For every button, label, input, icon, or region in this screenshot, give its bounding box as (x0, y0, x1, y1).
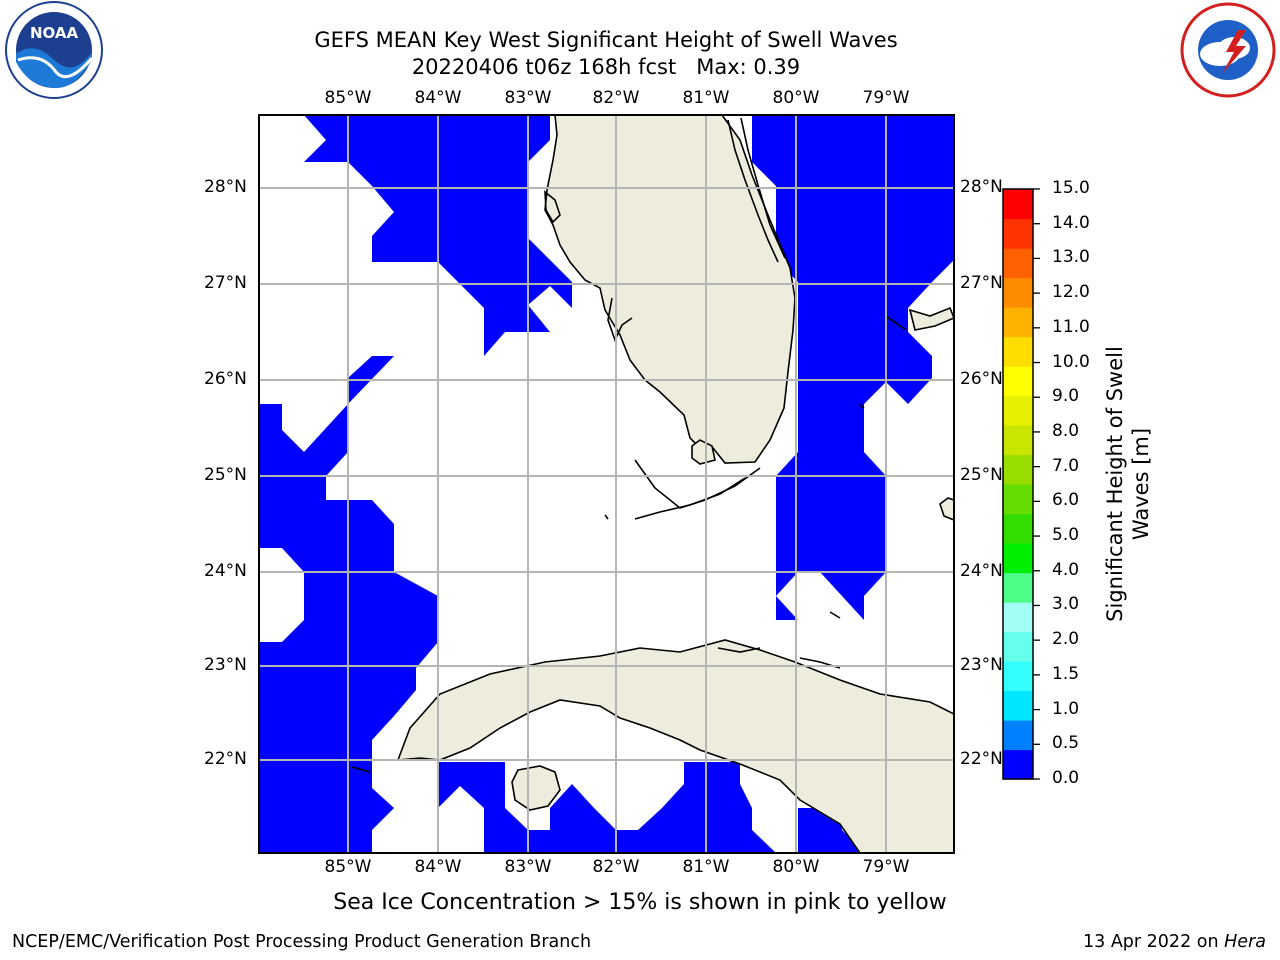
footer-right: 13 Apr 2022 on Hera (1083, 932, 1266, 952)
colorbar-swatch (1003, 572, 1033, 603)
footer-system: Hera (1224, 932, 1266, 952)
map-frame (258, 114, 955, 854)
noaa-logo-text: NOAA (30, 24, 79, 42)
lon-label: 84°W (414, 88, 462, 108)
isla-juventud-land (511, 765, 561, 811)
colorbar-swatch (1003, 454, 1033, 485)
lat-label: 28°N (960, 177, 1003, 197)
colorbar-tick-label: 7.0 (1052, 455, 1080, 476)
lat-label: 23°N (960, 655, 1003, 675)
colorbar-swatch (1003, 484, 1033, 515)
lat-label: 27°N (204, 273, 247, 293)
nws-logo-icon (1180, 2, 1276, 98)
lon-label: 82°W (592, 857, 640, 877)
colorbar-swatch (1003, 690, 1033, 721)
lon-label: 81°W (682, 88, 730, 108)
lat-label: 22°N (960, 749, 1003, 769)
colorbar-swatch (1003, 248, 1033, 279)
colorbar-swatch (1003, 366, 1033, 397)
colorbar-swatch (1003, 543, 1033, 574)
lon-label: 81°W (682, 857, 730, 877)
colorbar-tick-label: 0.0 (1052, 768, 1080, 788)
colorbar-tick-label: 3.0 (1052, 594, 1080, 615)
swell-area-southeast (798, 808, 864, 853)
colorbar-swatch (1003, 425, 1033, 456)
lon-label: 80°W (772, 857, 820, 877)
lat-label: 26°N (204, 369, 247, 389)
lon-label: 84°W (414, 857, 462, 877)
colorbar-tick-label: 10.0 (1052, 351, 1090, 372)
noaa-logo-icon: NOAA (5, 1, 103, 99)
colorbar-tick-label: 14.0 (1052, 212, 1090, 233)
colorbar-tick-label: 15.0 (1052, 178, 1090, 198)
lat-label: 28°N (204, 177, 247, 197)
colorbar-tick-label: 6.0 (1052, 490, 1080, 511)
coastline-details (351, 117, 907, 773)
lon-label: 85°W (324, 857, 372, 877)
colorbar-swatch (1003, 631, 1033, 662)
lat-label: 24°N (204, 561, 247, 581)
colorbar-swatch (1003, 307, 1033, 338)
footer-left: NCEP/EMC/Verification Post Processing Pr… (12, 932, 592, 952)
colorbar-tick-label: 0.5 (1052, 733, 1080, 754)
colorbar-tick-label: 2.0 (1052, 629, 1080, 650)
swell-area-atlantic (752, 115, 954, 620)
lon-label: 79°W (862, 857, 910, 877)
footer-date: 13 Apr 2022 on (1083, 932, 1225, 952)
lat-label: 25°N (204, 465, 247, 485)
colorbar-tick-label: 12.0 (1052, 282, 1090, 303)
colorbar (1002, 188, 1040, 780)
lon-label: 80°W (772, 88, 820, 108)
colorbar-tick-label: 8.0 (1052, 420, 1080, 441)
swell-area-south (438, 762, 776, 853)
colorbar-tick-label: 11.0 (1052, 316, 1090, 337)
lon-label: 82°W (592, 88, 640, 108)
lat-label: 26°N (960, 369, 1003, 389)
lon-label: 83°W (504, 857, 552, 877)
lat-label: 22°N (204, 749, 247, 769)
lon-label: 83°W (504, 88, 552, 108)
colorbar-tick-label: 5.0 (1052, 525, 1080, 546)
colorbar-swatch (1003, 513, 1033, 544)
colorbar-tick-label: 1.5 (1052, 663, 1080, 684)
lat-label: 23°N (204, 655, 247, 675)
colorbar-swatch (1003, 661, 1033, 692)
colorbar-tick-label: 1.0 (1052, 698, 1080, 719)
sea-ice-note: Sea Ice Concentration > 15% is shown in … (0, 890, 1280, 915)
colorbar-tick-label: 4.0 (1052, 559, 1080, 580)
colorbar-swatch (1003, 720, 1033, 751)
lat-label: 24°N (960, 561, 1003, 581)
chart-title: GEFS MEAN Key West Significant Height of… (314, 28, 898, 52)
colorbar-swatch (1003, 336, 1033, 367)
colorbar-swatch (1003, 277, 1033, 308)
sea-ice-note-text: Sea Ice Concentration > 15% is shown in … (333, 890, 947, 915)
colorbar-swatch (1003, 395, 1033, 426)
florida-keys-land (691, 439, 716, 465)
colorbar-tick-label: 9.0 (1052, 386, 1080, 407)
colorbar-frame (1002, 188, 1034, 780)
colorbar-title: Significant Height of Swell Waves [m] (1103, 346, 1153, 622)
colorbar-swatch (1003, 189, 1033, 220)
colorbar-swatch (1003, 749, 1033, 780)
lat-label: 27°N (960, 273, 1003, 293)
lat-label: 25°N (960, 465, 1003, 485)
florida-land (544, 115, 796, 464)
lon-label: 79°W (862, 88, 910, 108)
gridlines (259, 115, 954, 853)
chart-subtitle: 20220406 t06z 168h fcst Max: 0.39 (411, 55, 801, 79)
cuba-land (396, 639, 954, 853)
colorbar-tick-label: 13.0 (1052, 247, 1090, 268)
colorbar-swatch (1003, 218, 1033, 249)
bahamas-land (908, 306, 954, 331)
lon-label: 85°W (324, 88, 372, 108)
colorbar-swatch (1003, 602, 1033, 633)
andros-land (939, 497, 954, 521)
